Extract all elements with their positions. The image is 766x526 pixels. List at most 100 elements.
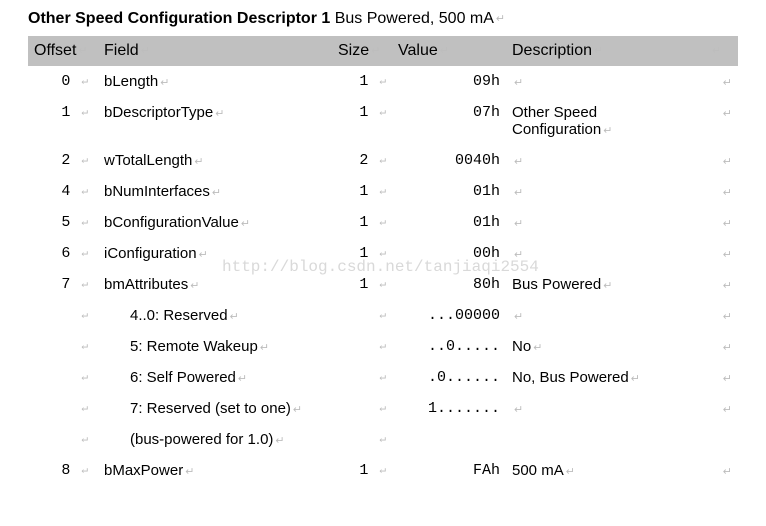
cell-tail: ↵	[704, 362, 738, 393]
table-row: 8 ↵bMaxPower↵1 ↵FAh500 mA↵↵	[28, 455, 738, 486]
cell-description: No↵	[506, 331, 704, 362]
cell-description: ↵	[506, 207, 704, 238]
table-row: 1 ↵bDescriptorType↵1 ↵07hOther Speed Con…	[28, 97, 738, 145]
cell-offset: 1 ↵	[28, 97, 98, 145]
cell-size: 1 ↵	[332, 176, 392, 207]
cell-description: 500 mA↵	[506, 455, 704, 486]
cell-field: wTotalLength↵	[98, 145, 332, 176]
cell-offset: 0 ↵	[28, 66, 98, 97]
cell-size: 2 ↵	[332, 145, 392, 176]
cell-value: ...00000	[392, 300, 506, 331]
cell-tail: ↵	[704, 145, 738, 176]
cell-offset: 6 ↵	[28, 238, 98, 269]
table-header-row: Offset↵ Field↵ Size↵ Value↵ Description↵…	[28, 36, 738, 66]
cell-field: 7: Reserved (set to one)↵	[98, 393, 332, 424]
cell-size: ↵	[332, 300, 392, 331]
table-row: ↵6: Self Powered↵↵.0......No, Bus Powere…	[28, 362, 738, 393]
cell-description: Bus Powered↵	[506, 269, 704, 300]
cell-offset: ↵	[28, 300, 98, 331]
table-row: 0 ↵bLength↵1 ↵09h↵↵	[28, 66, 738, 97]
cell-tail: ↵	[704, 238, 738, 269]
cell-size: ↵	[332, 331, 392, 362]
cell-tail: ↵	[704, 300, 738, 331]
cell-value: 0040h	[392, 145, 506, 176]
cell-value: FAh	[392, 455, 506, 486]
cell-field: 5: Remote Wakeup↵	[98, 331, 332, 362]
cell-tail: ↵	[704, 269, 738, 300]
col-offset: Offset↵	[28, 36, 98, 66]
cell-tail: ↵	[704, 66, 738, 97]
cell-offset: ↵	[28, 331, 98, 362]
cell-description: No, Bus Powered↵	[506, 362, 704, 393]
cell-description: ↵	[506, 145, 704, 176]
table-row: 6 ↵iConfiguration↵1 ↵00h↵↵	[28, 238, 738, 269]
cell-size: 1 ↵	[332, 269, 392, 300]
cell-value: 09h	[392, 66, 506, 97]
cell-field: (bus-powered for 1.0)↵	[98, 424, 332, 455]
cell-value: 00h	[392, 238, 506, 269]
cell-value: 01h	[392, 176, 506, 207]
cell-field: bNumInterfaces↵	[98, 176, 332, 207]
cell-offset: 5 ↵	[28, 207, 98, 238]
cell-description: ↵	[506, 393, 704, 424]
cell-tail: ↵	[704, 176, 738, 207]
cell-value: 01h	[392, 207, 506, 238]
cell-field: 6: Self Powered↵	[98, 362, 332, 393]
table-row: ↵4..0: Reserved↵↵...00000↵↵	[28, 300, 738, 331]
cell-size: ↵	[332, 393, 392, 424]
table-row: 2 ↵wTotalLength↵2 ↵0040h↵↵	[28, 145, 738, 176]
cell-field: bConfigurationValue↵	[98, 207, 332, 238]
col-value: Value↵	[392, 36, 506, 66]
cell-size: 1 ↵	[332, 238, 392, 269]
cell-offset: 7 ↵	[28, 269, 98, 300]
cell-size: 1 ↵	[332, 455, 392, 486]
title-bold: Other Speed Configuration Descriptor 1	[28, 10, 330, 27]
cell-value	[392, 424, 506, 455]
col-tail: ↵	[704, 36, 738, 66]
return-glyph: ↵	[494, 13, 505, 25]
table-row: 4 ↵bNumInterfaces↵1 ↵01h↵↵	[28, 176, 738, 207]
cell-offset: 2 ↵	[28, 145, 98, 176]
descriptor-title: Other Speed Configuration Descriptor 1 B…	[28, 10, 738, 28]
cell-value: 07h	[392, 97, 506, 145]
title-rest: Bus Powered, 500 mA	[335, 10, 494, 27]
cell-description: ↵	[506, 238, 704, 269]
cell-field: 4..0: Reserved↵	[98, 300, 332, 331]
cell-offset: 4 ↵	[28, 176, 98, 207]
descriptor-table: Offset↵ Field↵ Size↵ Value↵ Description↵…	[28, 36, 738, 486]
cell-value: 80h	[392, 269, 506, 300]
table-row: 5 ↵bConfigurationValue↵1 ↵01h↵↵	[28, 207, 738, 238]
cell-value: ..0.....	[392, 331, 506, 362]
cell-field: bDescriptorType↵	[98, 97, 332, 145]
cell-offset: ↵	[28, 424, 98, 455]
table-row: 7 ↵bmAttributes↵1 ↵80hBus Powered↵↵	[28, 269, 738, 300]
cell-field: bmAttributes↵	[98, 269, 332, 300]
cell-tail: ↵	[704, 455, 738, 486]
cell-tail: ↵	[704, 393, 738, 424]
cell-offset: ↵	[28, 362, 98, 393]
cell-description: ↵	[506, 176, 704, 207]
cell-description: ↵	[506, 66, 704, 97]
table-row: ↵(bus-powered for 1.0)↵↵	[28, 424, 738, 455]
cell-size: ↵	[332, 362, 392, 393]
cell-field: iConfiguration↵	[98, 238, 332, 269]
cell-offset: 8 ↵	[28, 455, 98, 486]
cell-tail: ↵	[704, 331, 738, 362]
cell-value: .0......	[392, 362, 506, 393]
table-row: ↵5: Remote Wakeup↵↵..0.....No↵↵	[28, 331, 738, 362]
cell-tail: ↵	[704, 207, 738, 238]
col-size: Size↵	[332, 36, 392, 66]
cell-size: 1 ↵	[332, 97, 392, 145]
cell-description: ↵	[506, 300, 704, 331]
col-description: Description↵	[506, 36, 704, 66]
cell-tail	[704, 424, 738, 455]
cell-size: ↵	[332, 424, 392, 455]
cell-field: bMaxPower↵	[98, 455, 332, 486]
cell-field: bLength↵	[98, 66, 332, 97]
cell-value: 1.......	[392, 393, 506, 424]
cell-description: Other Speed Configuration↵	[506, 97, 704, 145]
cell-size: 1 ↵	[332, 66, 392, 97]
table-body: 0 ↵bLength↵1 ↵09h↵↵1 ↵bDescriptorType↵1 …	[28, 66, 738, 486]
cell-description	[506, 424, 704, 455]
col-field: Field↵	[98, 36, 332, 66]
